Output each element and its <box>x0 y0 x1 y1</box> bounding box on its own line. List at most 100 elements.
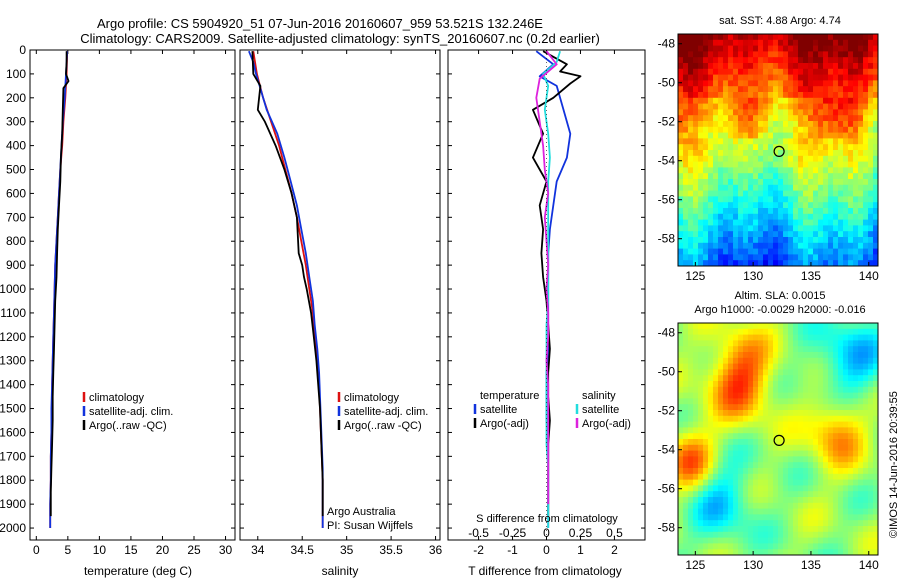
map-cell <box>803 514 809 521</box>
map-cell <box>873 340 878 347</box>
map-cell <box>868 68 874 75</box>
map-cell <box>818 415 824 422</box>
map-cell <box>818 132 824 139</box>
map-cell <box>723 237 729 244</box>
map-cell <box>748 531 754 538</box>
map-cell <box>723 398 729 405</box>
map-cell <box>758 144 764 151</box>
map-cell <box>753 167 759 174</box>
map-cell <box>698 68 704 75</box>
map-cell <box>738 74 744 81</box>
map-cell <box>738 231 744 238</box>
map-cell <box>873 375 878 382</box>
map-cell <box>778 184 784 191</box>
map-cell <box>833 242 839 249</box>
map-cell <box>683 68 689 75</box>
map-cell <box>813 68 819 75</box>
sla-map-title-line-2: Argo h1000: -0.0029 h2000: -0.016 <box>694 304 866 316</box>
map-cell <box>728 202 734 209</box>
map-cell <box>688 410 694 417</box>
map-cell <box>818 468 824 475</box>
map-cell <box>803 63 809 70</box>
map-cell <box>768 357 774 364</box>
map-cell <box>743 352 749 359</box>
map-cell <box>693 109 699 116</box>
map-cell <box>768 121 774 128</box>
map-cell <box>783 92 789 99</box>
map-cell <box>738 375 744 382</box>
map-cell <box>773 138 779 145</box>
map-cell <box>688 242 694 249</box>
map-cell <box>853 184 859 191</box>
map-cell <box>793 340 799 347</box>
map-cell <box>848 103 854 110</box>
map-cell <box>698 491 704 498</box>
map-cell <box>768 421 774 428</box>
map-cell <box>718 456 724 463</box>
map-cell <box>763 68 769 75</box>
map-cell <box>743 323 749 330</box>
map-cell <box>838 497 844 504</box>
map-cell <box>743 196 749 203</box>
map-cell <box>853 479 859 486</box>
map-cell <box>823 132 829 139</box>
map-cell <box>678 340 684 347</box>
map-cell <box>698 410 704 417</box>
sla_map-ytick-label: -48 <box>658 326 676 340</box>
map-cell <box>823 34 829 41</box>
map-cell <box>798 485 804 492</box>
map-cell <box>798 346 804 353</box>
map-cell <box>753 415 759 422</box>
map-cell <box>793 526 799 533</box>
map-cell <box>838 63 844 70</box>
map-cell <box>738 497 744 504</box>
temperature-xtick-label: 25 <box>187 543 201 557</box>
map-cell <box>763 363 769 370</box>
map-cell <box>783 86 789 93</box>
map-cell <box>703 468 709 475</box>
map-cell <box>863 184 869 191</box>
map-cell <box>793 138 799 145</box>
map-cell <box>688 97 694 104</box>
map-cell <box>873 392 878 399</box>
map-cell <box>683 190 689 197</box>
map-cell <box>873 526 878 533</box>
map-cell <box>718 352 724 359</box>
map-cell <box>773 167 779 174</box>
map-cell <box>698 121 704 128</box>
map-cell <box>803 121 809 128</box>
map-cell <box>753 39 759 46</box>
map-cell <box>853 323 859 330</box>
map-cell <box>678 254 684 261</box>
map-cell <box>723 404 729 411</box>
map-cell <box>808 328 814 335</box>
map-cell <box>803 531 809 538</box>
map-cell <box>693 363 699 370</box>
map-cell <box>743 386 749 393</box>
map-cell <box>788 80 794 87</box>
map-cell <box>808 231 814 238</box>
map-cell <box>843 92 849 99</box>
map-cell <box>688 444 694 451</box>
map-cell <box>793 491 799 498</box>
map-cell <box>818 381 824 388</box>
map-cell <box>773 190 779 197</box>
map-cell <box>823 375 829 382</box>
temperature-ytick-label: 100 <box>6 67 26 81</box>
map-cell <box>758 357 764 364</box>
map-cell <box>848 34 854 41</box>
difference-s-tick-label: 0.25 <box>569 526 593 540</box>
map-cell <box>703 427 709 434</box>
map-cell <box>738 502 744 509</box>
map-cell <box>738 190 744 197</box>
map-cell <box>693 242 699 249</box>
map-cell <box>848 231 854 238</box>
map-cell <box>683 381 689 388</box>
map-cell <box>743 369 749 376</box>
map-cell <box>858 202 864 209</box>
map-cell <box>788 179 794 186</box>
map-cell <box>703 86 709 93</box>
map-cell <box>703 514 709 521</box>
map-cell <box>828 161 834 168</box>
map-cell <box>788 514 794 521</box>
